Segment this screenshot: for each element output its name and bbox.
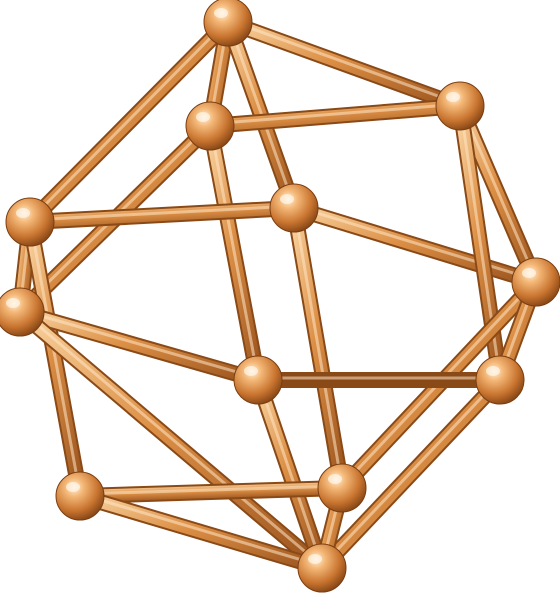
joint-sphere (317, 463, 367, 513)
joint-sphere (5, 197, 55, 247)
rod-highlight (226, 18, 462, 106)
sphere-highlight (66, 482, 80, 492)
rod (222, 16, 466, 112)
rod-highlight (320, 376, 502, 568)
joint-sphere (203, 0, 253, 47)
sphere-highlight (244, 366, 258, 376)
rod-highlight (208, 102, 462, 126)
rod (288, 202, 542, 288)
sphere-highlight (486, 366, 500, 376)
rod (24, 202, 300, 228)
rod (14, 306, 264, 386)
rod (74, 490, 328, 574)
rod (204, 100, 466, 132)
rod-highlight (18, 308, 260, 380)
joint-sphere (475, 355, 525, 405)
joint-sphere (511, 257, 560, 307)
rod-highlight (256, 376, 324, 568)
rod-highlight (28, 218, 82, 496)
sphere-highlight (16, 208, 30, 218)
rod-highlight (458, 102, 538, 282)
sphere-highlight (446, 92, 460, 102)
sphere-highlight (522, 268, 536, 278)
rod-highlight (78, 484, 344, 496)
joint-sphere (269, 183, 319, 233)
rod (74, 482, 348, 502)
rod (14, 306, 328, 574)
sphere-highlight (214, 8, 228, 18)
joint-sphere (55, 471, 105, 521)
rod-highlight (226, 18, 296, 208)
joint-sphere (233, 355, 283, 405)
sphere-highlight (328, 474, 342, 484)
joint-sphere (0, 287, 45, 337)
rod-highlight (292, 204, 538, 282)
rod-highlight (292, 204, 344, 488)
sphere-highlight (6, 298, 20, 308)
rod-highlight (208, 122, 260, 380)
sphere-highlight (196, 112, 210, 122)
joint-sphere (297, 543, 347, 593)
sphere-highlight (308, 554, 322, 564)
sphere-highlight (280, 194, 294, 204)
rod-highlight (78, 492, 324, 568)
joint-sphere (185, 101, 235, 151)
joint-sphere (435, 81, 485, 131)
rod-highlight (18, 308, 324, 568)
rod-highlight (28, 18, 230, 222)
rod-highlight (28, 204, 296, 222)
